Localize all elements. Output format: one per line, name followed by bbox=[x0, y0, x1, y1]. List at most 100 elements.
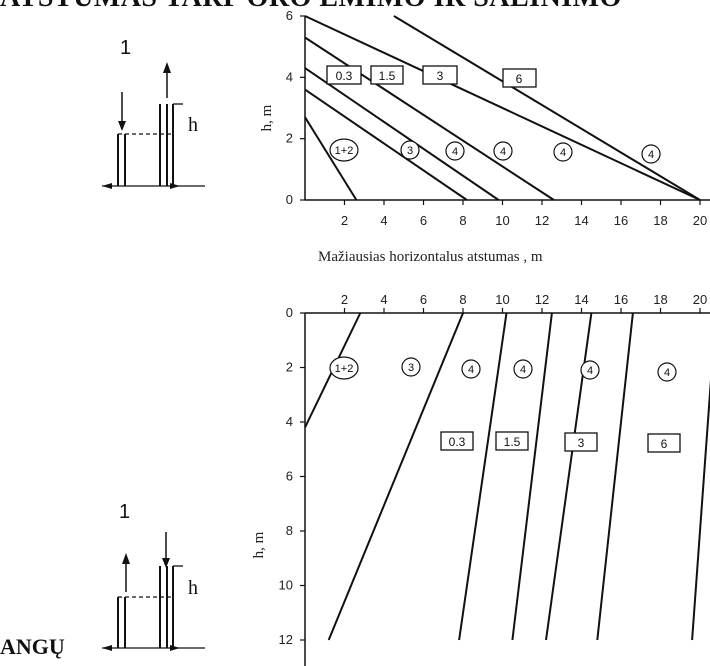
page-title: ATSTUMAS TARP ORO ĖMIMO IR ŠALINIMO bbox=[0, 0, 710, 14]
bottom-chart-box-label: 6 bbox=[647, 433, 681, 453]
svg-text:4: 4 bbox=[560, 147, 566, 159]
bottom-chart-y-tick-label: 2 bbox=[286, 360, 293, 375]
bottom-chart-circle-label: 4 bbox=[657, 362, 677, 382]
bottom-diagram-number: 1 bbox=[119, 501, 130, 523]
svg-text:0.3: 0.3 bbox=[336, 69, 353, 83]
top-chart-line-4 bbox=[304, 36, 555, 201]
top-chart-y-tick-label: 6 bbox=[286, 8, 293, 23]
top-chart-x-ticks: 2 4 6 8 10 12 14 16 18 20 bbox=[341, 200, 707, 228]
top-chart-x-tick-label: 6 bbox=[420, 213, 427, 228]
top-diagram-number: 1 bbox=[120, 37, 131, 59]
bottom-chart-y-tick-label: 10 bbox=[279, 578, 293, 593]
bottom-chart-y-ticks: 0 2 4 6 8 10 12 bbox=[279, 305, 305, 647]
top-chart-x-tick-label: 4 bbox=[380, 213, 387, 228]
top-chart-box-label: 6 bbox=[502, 68, 537, 88]
bottom-chart-box-label: 3 bbox=[564, 432, 598, 452]
svg-text:4: 4 bbox=[520, 364, 526, 376]
top-chart-circle-label: 4 bbox=[493, 141, 513, 161]
top-chart-circle-label: 4 bbox=[553, 142, 573, 162]
svg-text:3: 3 bbox=[578, 436, 585, 450]
bottom-duct-diagram bbox=[102, 532, 205, 651]
top-chart-circle-label: 3 bbox=[400, 140, 420, 160]
top-chart-line-3 bbox=[304, 67, 500, 201]
top-chart-x-tick-label: 8 bbox=[459, 213, 466, 228]
bottom-chart-x-tick-label: 4 bbox=[380, 292, 387, 307]
svg-text:4: 4 bbox=[468, 364, 474, 376]
bottom-chart-circle-label: 3 bbox=[401, 357, 421, 377]
bottom-chart-lines bbox=[304, 312, 710, 641]
top-chart-y-tick-label: 4 bbox=[286, 69, 293, 84]
svg-text:4: 4 bbox=[500, 146, 506, 158]
bottom-diagram-h-label: h bbox=[188, 577, 198, 599]
svg-text:3: 3 bbox=[437, 69, 444, 83]
bottom-chart-line-7 bbox=[691, 379, 710, 641]
top-chart-x-axis-title: Mažiausias horizontalus atstumas , m bbox=[318, 249, 543, 265]
bottom-chart-x-tick-label: 20 bbox=[693, 292, 707, 307]
bottom-chart-y-tick-label: 4 bbox=[286, 414, 293, 429]
top-duct-diagram bbox=[102, 62, 205, 189]
svg-text:1+2: 1+2 bbox=[335, 145, 354, 157]
svg-text:0.3: 0.3 bbox=[449, 435, 466, 449]
bottom-chart-x-tick-label: 16 bbox=[614, 292, 628, 307]
bottom-chart-box-label: 1.5 bbox=[495, 431, 529, 451]
top-chart-x-tick-label: 14 bbox=[574, 213, 588, 228]
top-chart-box-label: 0.3 bbox=[326, 65, 362, 85]
top-diagram-h-label: h bbox=[188, 114, 198, 136]
svg-text:4: 4 bbox=[664, 367, 670, 379]
top-chart-x-tick-label: 2 bbox=[341, 213, 348, 228]
bottom-chart-y-tick-label: 12 bbox=[279, 632, 293, 647]
top-chart-line-1 bbox=[304, 116, 358, 201]
top-chart-circle-label: 4 bbox=[445, 141, 465, 161]
top-chart-x-tick-label: 10 bbox=[495, 213, 509, 228]
top-chart-y-tick-label: 0 bbox=[286, 192, 293, 207]
svg-text:1.5: 1.5 bbox=[379, 69, 396, 83]
bottom-chart-line-2 bbox=[327, 312, 464, 641]
svg-text:3: 3 bbox=[408, 362, 414, 374]
corner-word: ANGŲ bbox=[0, 634, 65, 659]
bottom-chart-y-tick-label: 6 bbox=[286, 469, 293, 484]
top-chart-circle-label: 4 bbox=[641, 144, 661, 164]
bottom-chart-circle-label: 4 bbox=[461, 359, 481, 379]
top-chart-box-label: 3 bbox=[422, 65, 458, 85]
bottom-chart-x-tick-label: 2 bbox=[341, 292, 348, 307]
bottom-chart-line-4 bbox=[511, 312, 553, 641]
bottom-chart-circle-label: 4 bbox=[513, 359, 533, 379]
bottom-chart-x-tick-label: 6 bbox=[420, 292, 427, 307]
top-chart-y-tick-label: 2 bbox=[286, 131, 293, 146]
top-chart-x-tick-label: 20 bbox=[693, 213, 707, 228]
bottom-chart-y-tick-label: 8 bbox=[286, 523, 293, 538]
svg-text:4: 4 bbox=[587, 365, 593, 377]
top-chart-line-5 bbox=[304, 15, 701, 201]
bottom-chart-x-tick-label: 12 bbox=[535, 292, 549, 307]
bottom-chart-x-tick-label: 10 bbox=[495, 292, 509, 307]
svg-text:6: 6 bbox=[661, 437, 668, 451]
bottom-chart-x-tick-label: 18 bbox=[653, 292, 667, 307]
top-chart-y-axis-title: h, m bbox=[259, 104, 275, 131]
top-chart-circle-label: 1+2 bbox=[329, 138, 359, 162]
bottom-chart-line-6 bbox=[596, 312, 634, 641]
top-chart-x-tick-label: 16 bbox=[614, 213, 628, 228]
top-chart-line-2 bbox=[304, 88, 468, 201]
svg-text:4: 4 bbox=[452, 146, 458, 158]
svg-text:6: 6 bbox=[516, 72, 523, 86]
top-chart-y-ticks: 0 2 4 6 bbox=[286, 8, 305, 207]
svg-text:1.5: 1.5 bbox=[504, 435, 521, 449]
bottom-chart-y-axis-title: h, m bbox=[251, 531, 267, 558]
bottom-chart-line-5 bbox=[545, 312, 593, 641]
top-chart: 2 4 6 8 10 12 14 16 18 20 0 2 4 6 Mažiausias horizon… bbox=[259, 8, 710, 265]
top-chart-x-tick-label: 18 bbox=[653, 213, 667, 228]
bottom-chart-x-ticks: 2 4 6 8 10 12 14 16 18 20 bbox=[341, 292, 707, 313]
bottom-chart-box-label: 0.3 bbox=[440, 431, 474, 451]
svg-text:4: 4 bbox=[648, 149, 654, 161]
bottom-chart-x-tick-label: 8 bbox=[459, 292, 466, 307]
top-chart-lines bbox=[304, 15, 701, 201]
svg-text:3: 3 bbox=[407, 145, 413, 157]
bottom-chart-circle-label: 4 bbox=[580, 360, 600, 380]
bottom-chart-y-tick-label: 0 bbox=[286, 305, 293, 320]
bottom-chart-line-3 bbox=[458, 312, 508, 641]
svg-text:1+2: 1+2 bbox=[335, 363, 354, 375]
bottom-chart-x-tick-label: 14 bbox=[574, 292, 588, 307]
top-chart-x-tick-label: 12 bbox=[535, 213, 549, 228]
